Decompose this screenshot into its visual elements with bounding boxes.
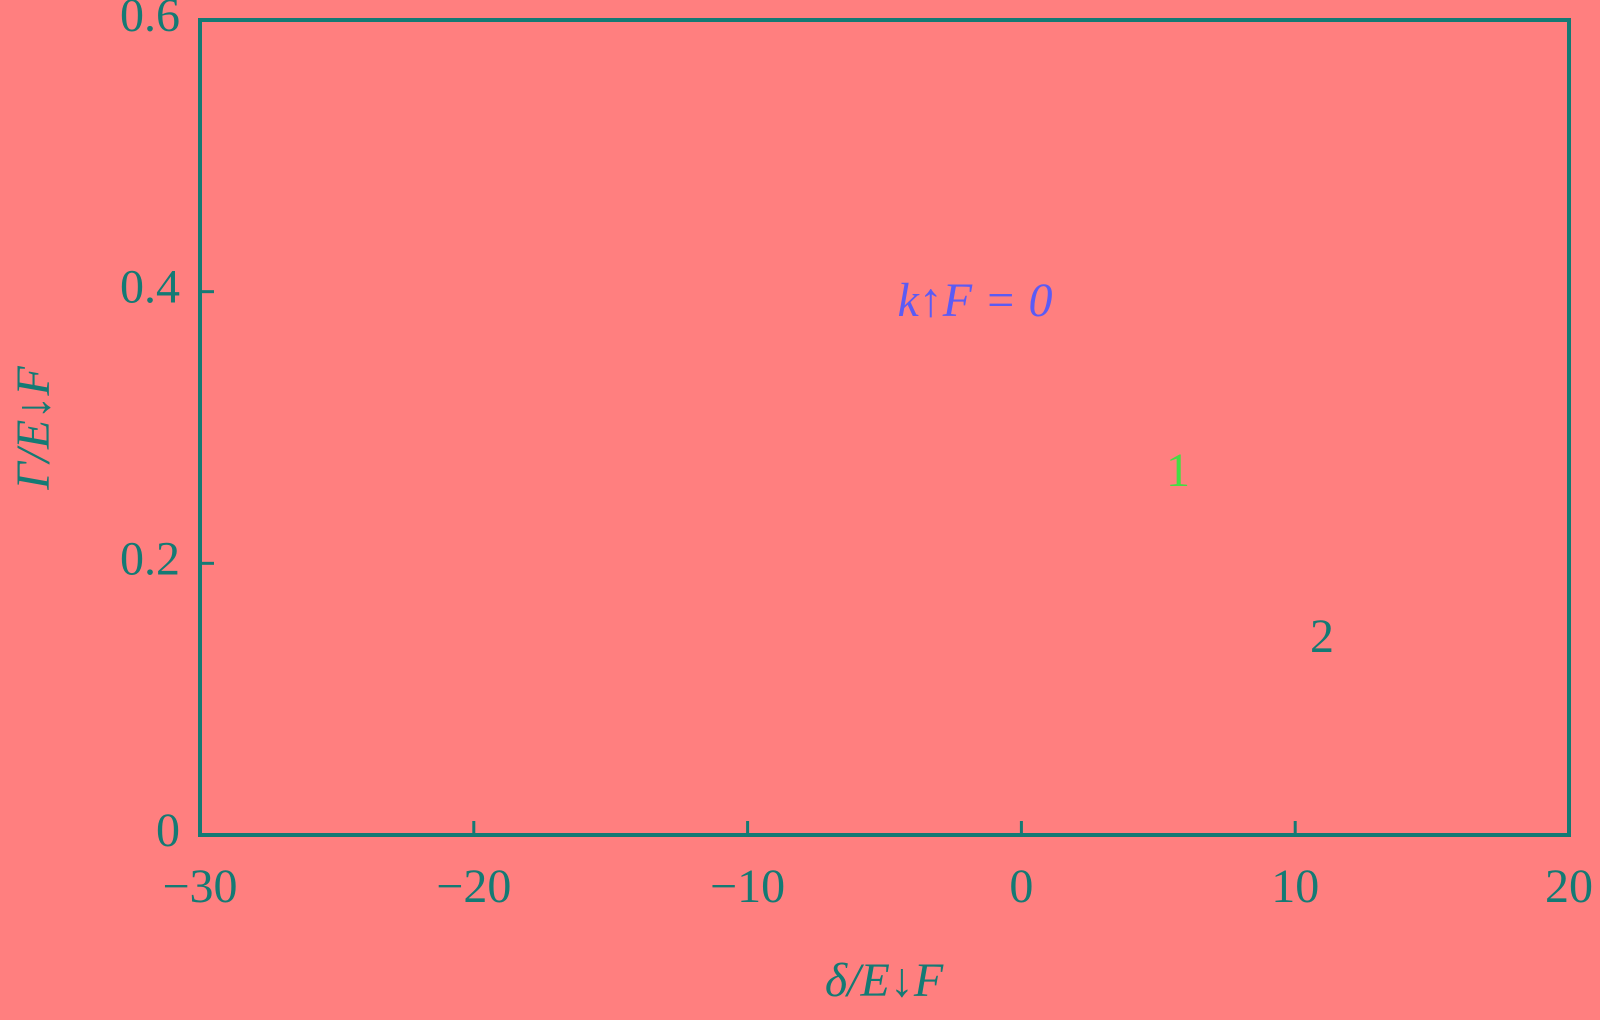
series-label: k↑F = 0 <box>897 274 1052 327</box>
x-tick-label: 20 <box>1545 860 1593 913</box>
y-tick-label: 0.4 <box>120 261 180 314</box>
x-tick-label: 10 <box>1271 860 1319 913</box>
y-axis-label: Γ/E↓F <box>7 366 60 491</box>
x-tick-label: 0 <box>1009 860 1033 913</box>
series-label: 1 <box>1166 444 1190 497</box>
plot-frame <box>198 18 1571 837</box>
x-tick-label: −30 <box>162 860 237 913</box>
y-tick-label: 0.2 <box>120 532 180 585</box>
x-axis-label: δ/E↓F <box>825 954 944 1007</box>
x-tick-label: −10 <box>710 860 785 913</box>
series-label: 2 <box>1310 610 1334 663</box>
y-tick-label: 0.6 <box>120 0 180 42</box>
y-tick-label: 0 <box>156 804 180 857</box>
x-tick-label: −20 <box>436 860 511 913</box>
